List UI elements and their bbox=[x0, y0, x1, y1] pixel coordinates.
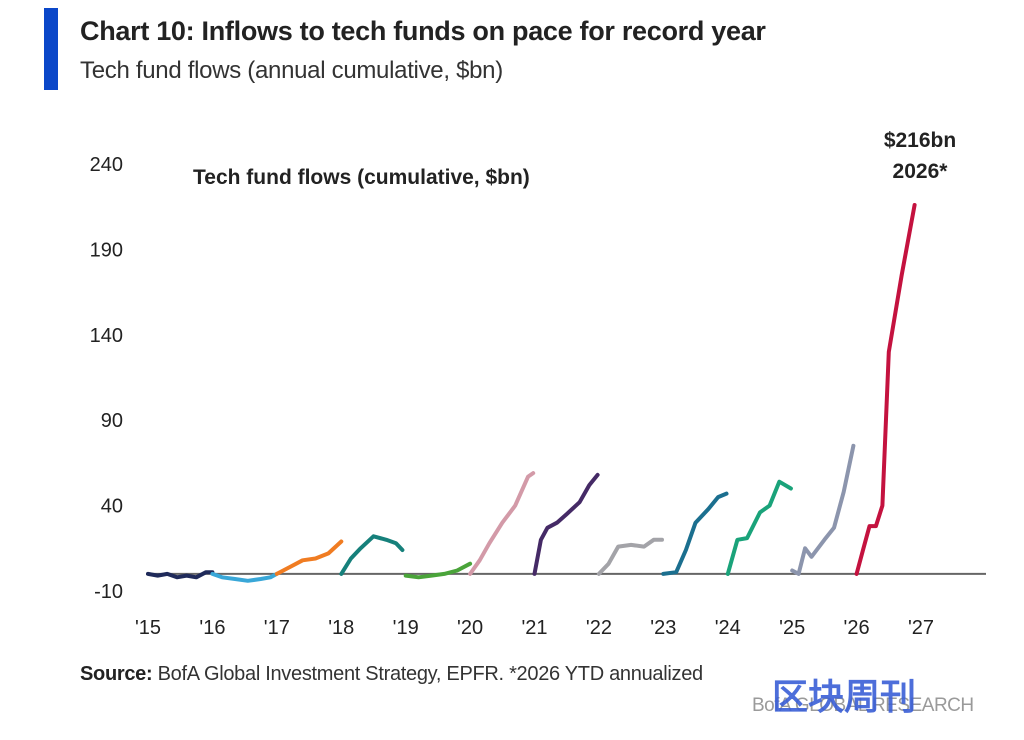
y-tick-label: 40 bbox=[101, 496, 123, 518]
x-tick-label: '15 bbox=[135, 617, 161, 639]
x-tick-label: '19 bbox=[393, 617, 419, 639]
series-line-2019 bbox=[403, 561, 473, 580]
series-line-2023 bbox=[661, 491, 729, 576]
x-tick-label: '22 bbox=[586, 617, 612, 639]
chart-subtitle: Tech fund flows (annual cumulative, $bn) bbox=[80, 57, 503, 84]
series-line-2026 bbox=[854, 203, 917, 576]
publisher-watermark: BofA GLOBAL RESEARCH bbox=[752, 695, 974, 716]
y-tick-label: -10 bbox=[94, 581, 123, 603]
source-text: BofA Global Investment Strategy, EPFR. *… bbox=[157, 663, 704, 685]
site-watermark-logo: 区块周刊 bbox=[772, 677, 917, 718]
x-tick-label: '23 bbox=[650, 617, 676, 639]
series-line-2022 bbox=[596, 537, 664, 576]
series-line-2020 bbox=[468, 471, 536, 576]
x-tick-label: '27 bbox=[908, 617, 934, 639]
x-tick-label: '20 bbox=[457, 617, 483, 639]
x-tick-label: '16 bbox=[199, 617, 225, 639]
y-tick-label: 190 bbox=[90, 239, 123, 261]
y-tick-label: 240 bbox=[90, 154, 123, 176]
series-line-2015 bbox=[146, 570, 215, 580]
annotation-value: $216bn bbox=[884, 129, 956, 152]
annotation-year: 2026* bbox=[893, 160, 949, 183]
series-line-2024 bbox=[725, 479, 793, 576]
line-chart: 240 190 140 90 40 -10 '15 '16 '17 '18 '19 '20 '21 '22… bbox=[90, 129, 986, 639]
series-line-2021 bbox=[532, 472, 600, 576]
title-accent-bar bbox=[44, 8, 58, 90]
series-line-2017 bbox=[274, 539, 344, 576]
x-tick-label: '17 bbox=[264, 617, 290, 639]
series-line-2018 bbox=[339, 534, 405, 576]
y-tick-label: 140 bbox=[90, 325, 123, 347]
x-tick-label: '26 bbox=[844, 617, 870, 639]
x-tick-label: '21 bbox=[521, 617, 547, 639]
chart-title: Chart 10: Inflows to tech funds on pace … bbox=[80, 16, 766, 46]
inner-chart-title: Tech fund flows (cumulative, $bn) bbox=[193, 166, 530, 189]
series-line-2025 bbox=[790, 443, 856, 576]
y-tick-label: 90 bbox=[101, 410, 123, 432]
x-tick-label: '18 bbox=[328, 617, 354, 639]
x-tick-label: '25 bbox=[779, 617, 805, 639]
source-label: Source: bbox=[80, 663, 153, 685]
x-tick-label: '24 bbox=[715, 617, 741, 639]
source-note: Source: BofA Global Investment Strategy,… bbox=[80, 663, 703, 686]
series-line-2016 bbox=[210, 571, 279, 583]
